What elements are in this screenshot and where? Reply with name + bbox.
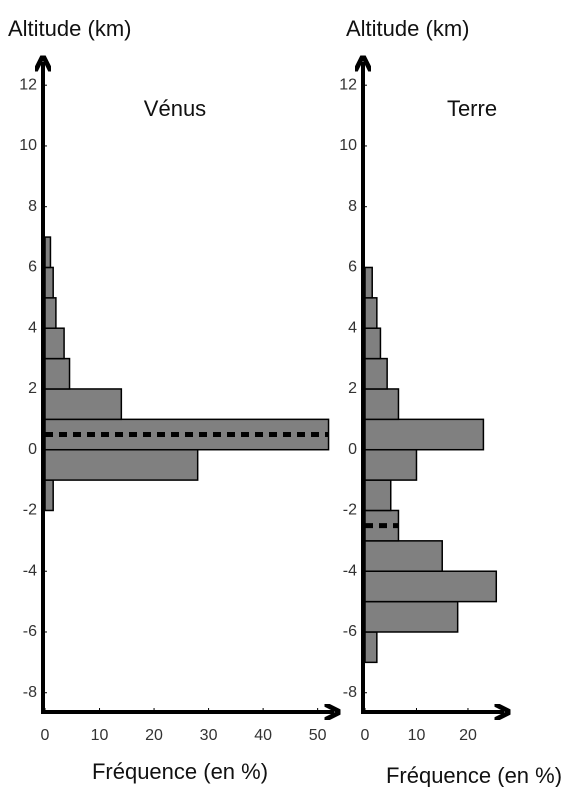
y-tick-label: 8 <box>28 198 37 215</box>
y-tick-label: -2 <box>23 502 37 519</box>
y-tick-label: 10 <box>339 137 357 154</box>
y-tick-label: 12 <box>339 76 357 93</box>
chart-title: Terre <box>447 96 497 121</box>
y-tick-label: 0 <box>28 441 37 458</box>
bar <box>364 297 378 329</box>
bar <box>364 357 388 390</box>
bar <box>44 479 54 512</box>
y-tick-label: 2 <box>28 380 37 397</box>
bar <box>44 236 52 269</box>
bar <box>364 266 373 299</box>
bar <box>44 388 123 421</box>
y-tick-label: -8 <box>23 684 37 701</box>
y-tick-label: -2 <box>343 502 357 519</box>
x-tick-label: 10 <box>91 727 109 744</box>
bar <box>44 297 57 329</box>
y-tick-label: 6 <box>28 259 37 276</box>
y-tick-label: 0 <box>348 441 357 458</box>
bar <box>364 327 382 360</box>
x-tick-label: 20 <box>459 727 477 744</box>
y-tick-label: 12 <box>19 76 37 93</box>
x-tick-label: 40 <box>254 727 272 744</box>
bar <box>364 418 485 451</box>
chart-title: Vénus <box>144 96 206 121</box>
y-tick-label: -8 <box>343 684 357 701</box>
y-tick-label: -6 <box>343 623 357 640</box>
x-axis-label: Fréquence (en %) <box>386 763 562 787</box>
y-axis-label: Altitude (km) <box>8 16 131 41</box>
y-tick-label: -4 <box>343 562 357 579</box>
bar <box>364 448 418 481</box>
y-tick-label: 10 <box>19 137 37 154</box>
x-tick-label: 0 <box>361 727 370 744</box>
y-tick-label: 2 <box>348 380 357 397</box>
y-tick-label: 4 <box>348 319 357 336</box>
x-tick-label: 0 <box>41 727 50 744</box>
x-tick-label: 30 <box>200 727 218 744</box>
bar <box>44 448 199 481</box>
bar <box>364 479 392 512</box>
y-tick-label: 4 <box>28 319 37 336</box>
y-axis-label: Altitude (km) <box>346 16 469 41</box>
x-tick-label: 10 <box>408 727 426 744</box>
y-tick-label: -4 <box>23 562 37 579</box>
y-tick-label: 6 <box>348 259 357 276</box>
bar <box>44 357 71 390</box>
bar <box>364 388 400 421</box>
bar <box>364 600 459 633</box>
x-tick-label: 20 <box>145 727 163 744</box>
bar <box>364 540 443 572</box>
bar <box>364 570 498 603</box>
bar <box>364 631 378 664</box>
y-tick-label: 8 <box>348 198 357 215</box>
y-tick-label: -6 <box>23 623 37 640</box>
x-tick-label: 50 <box>309 727 327 744</box>
x-axis-label: Fréquence (en %) <box>92 759 268 784</box>
bar <box>44 327 65 360</box>
bar <box>44 266 54 299</box>
